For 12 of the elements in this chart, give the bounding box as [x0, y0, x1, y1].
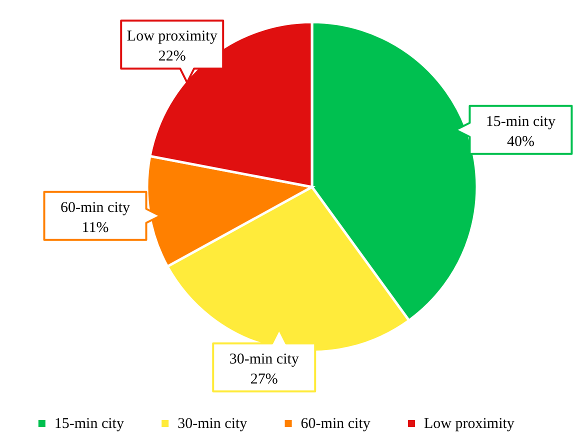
legend-label: 60-min city — [300, 416, 371, 432]
slice-label: 15-min city — [486, 114, 556, 130]
slice-label: Low proximity — [126, 28, 218, 45]
data-label: 40% — [506, 134, 534, 150]
slice-label: 60-min city — [60, 200, 131, 216]
legend-label: Low proximity — [424, 416, 515, 432]
data-label: 27% — [250, 371, 278, 388]
legend-label: 30-min city — [178, 416, 248, 432]
slice-label: 30-min city — [229, 351, 300, 368]
data-label: 22% — [158, 48, 186, 65]
data-label: 11% — [82, 220, 109, 236]
legend-label: 15-min city — [54, 416, 124, 432]
